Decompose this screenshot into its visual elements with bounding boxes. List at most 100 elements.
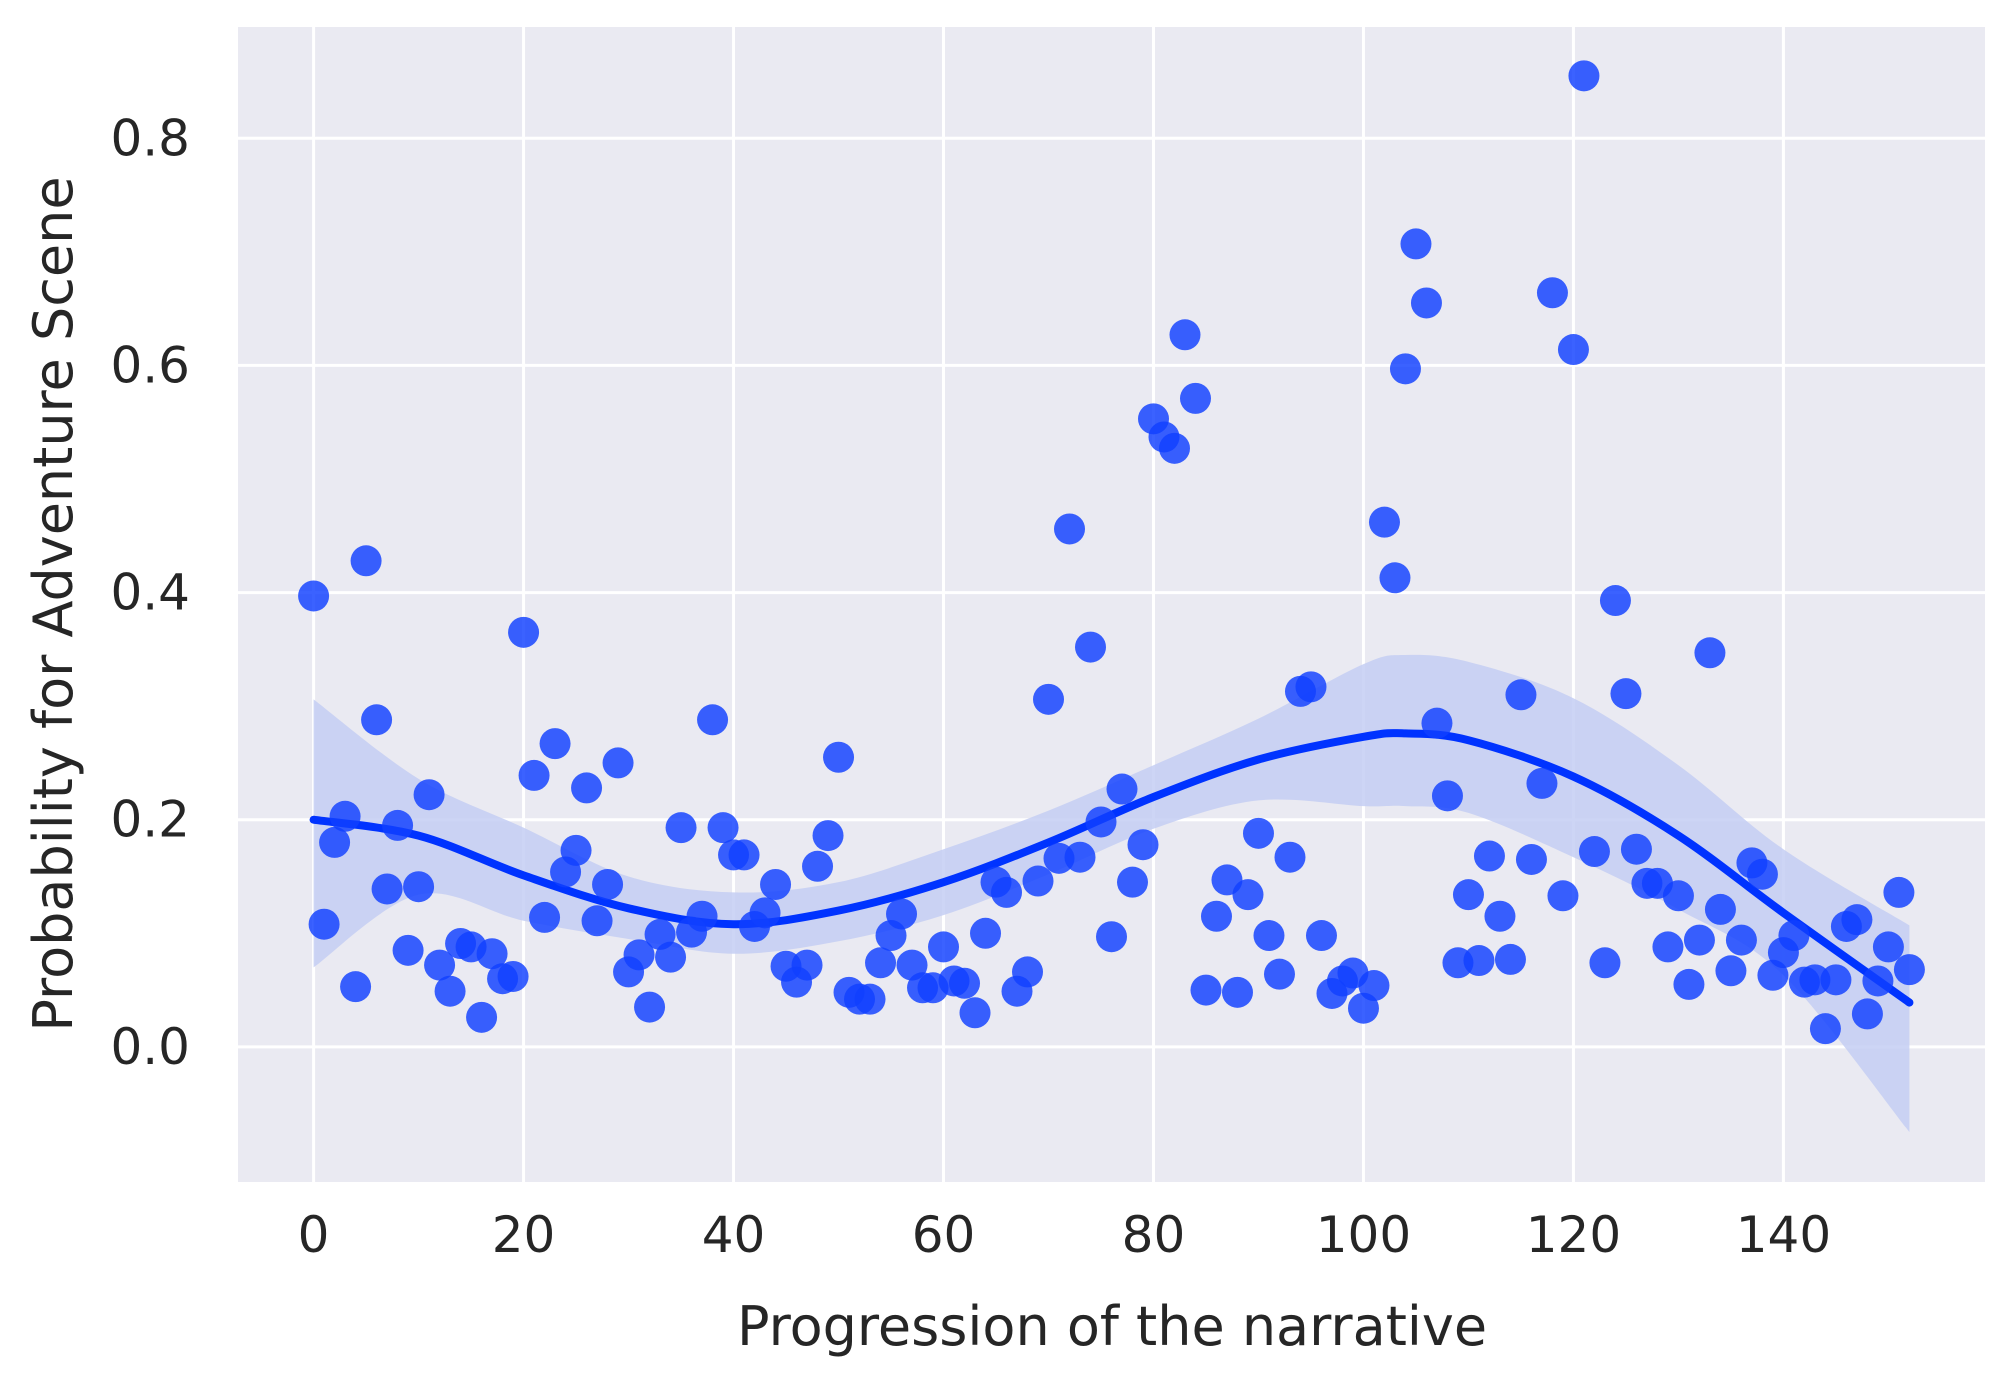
x-tick-label: 80 [1122, 1206, 1186, 1264]
data-point [1127, 829, 1159, 861]
data-point [1368, 506, 1400, 538]
data-point [1179, 382, 1211, 414]
data-point [1746, 858, 1778, 890]
data-point [1096, 921, 1127, 953]
data-point [1809, 1013, 1841, 1045]
data-point [1400, 228, 1432, 260]
data-point [592, 868, 624, 900]
data-point [319, 826, 351, 858]
data-point [1526, 767, 1558, 799]
data-point [1547, 880, 1579, 912]
y-tick-label: 0.4 [110, 564, 190, 622]
data-point [823, 741, 855, 773]
data-point [1505, 679, 1537, 711]
y-tick-label: 0.0 [110, 1018, 190, 1076]
data-point [497, 960, 529, 992]
data-point [749, 897, 781, 929]
data-point [991, 876, 1023, 908]
data-point [1715, 955, 1747, 987]
data-point [403, 871, 435, 903]
data-point [1893, 954, 1925, 986]
data-point [865, 947, 897, 979]
data-point [1862, 965, 1894, 997]
x-tick-label: 20 [492, 1206, 556, 1264]
data-point [466, 1001, 498, 1033]
data-point [1263, 958, 1295, 990]
data-point [1673, 968, 1705, 1000]
data-point [413, 779, 445, 811]
data-point [560, 834, 592, 866]
data-point [1274, 841, 1306, 873]
data-point [1872, 931, 1904, 963]
data-point [655, 941, 687, 973]
data-point [1421, 707, 1453, 739]
data-point [1662, 880, 1694, 912]
data-point [886, 898, 918, 930]
data-point [1158, 432, 1190, 464]
data-point [665, 812, 697, 844]
data-point [1568, 60, 1600, 92]
data-point [1012, 956, 1044, 988]
data-point [1820, 964, 1852, 996]
data-point [1054, 513, 1086, 545]
data-point [1704, 893, 1736, 925]
data-point [1253, 920, 1285, 952]
x-tick-label: 140 [1736, 1206, 1831, 1264]
data-point [581, 905, 613, 937]
data-point [949, 967, 981, 999]
data-point [1452, 879, 1484, 911]
y-tick-label: 0.6 [110, 336, 190, 394]
data-point [1033, 683, 1065, 715]
data-point [350, 545, 382, 577]
x-tick-label: 60 [912, 1206, 976, 1264]
data-point [508, 616, 540, 648]
data-point [1242, 817, 1274, 849]
data-point [1379, 562, 1411, 594]
data-point [1305, 920, 1337, 952]
data-point [1494, 943, 1526, 975]
data-point [1557, 334, 1589, 366]
data-point [361, 704, 393, 736]
data-point [1075, 631, 1107, 663]
data-point [1515, 843, 1547, 875]
plot-background [238, 27, 1985, 1182]
data-point [1232, 879, 1264, 911]
data-point [686, 900, 718, 932]
data-point [476, 938, 508, 970]
x-tick-label: 100 [1316, 1206, 1411, 1264]
data-point [1578, 836, 1610, 868]
data-point [970, 917, 1002, 949]
data-point [1022, 865, 1054, 897]
data-point [308, 908, 340, 940]
data-point [529, 901, 561, 933]
x-tick-label: 120 [1526, 1206, 1621, 1264]
x-tick-label: 0 [298, 1206, 330, 1264]
data-point [1620, 833, 1652, 865]
data-point [623, 939, 655, 971]
data-point [728, 839, 760, 871]
data-points [298, 60, 1925, 1045]
data-point [1295, 671, 1327, 703]
data-point [518, 759, 550, 791]
data-point [602, 747, 634, 779]
data-point [1851, 998, 1883, 1030]
data-point [697, 704, 729, 736]
data-point [1431, 780, 1463, 812]
data-point [1725, 924, 1757, 956]
data-point [1106, 773, 1138, 805]
data-point [424, 949, 456, 981]
y-axis-title: Probability for Adventure Scene [22, 176, 85, 1031]
data-point [1190, 974, 1222, 1006]
data-point [1389, 353, 1421, 385]
data-point [634, 991, 666, 1023]
data-point [802, 850, 834, 882]
y-tick-label: 0.8 [110, 109, 190, 167]
data-point [1358, 970, 1390, 1002]
data-point [1410, 287, 1442, 319]
data-point [1589, 947, 1621, 979]
data-point [1610, 678, 1642, 710]
data-point [959, 997, 991, 1029]
data-point [1652, 931, 1684, 963]
confidence-band [313, 654, 1910, 1133]
